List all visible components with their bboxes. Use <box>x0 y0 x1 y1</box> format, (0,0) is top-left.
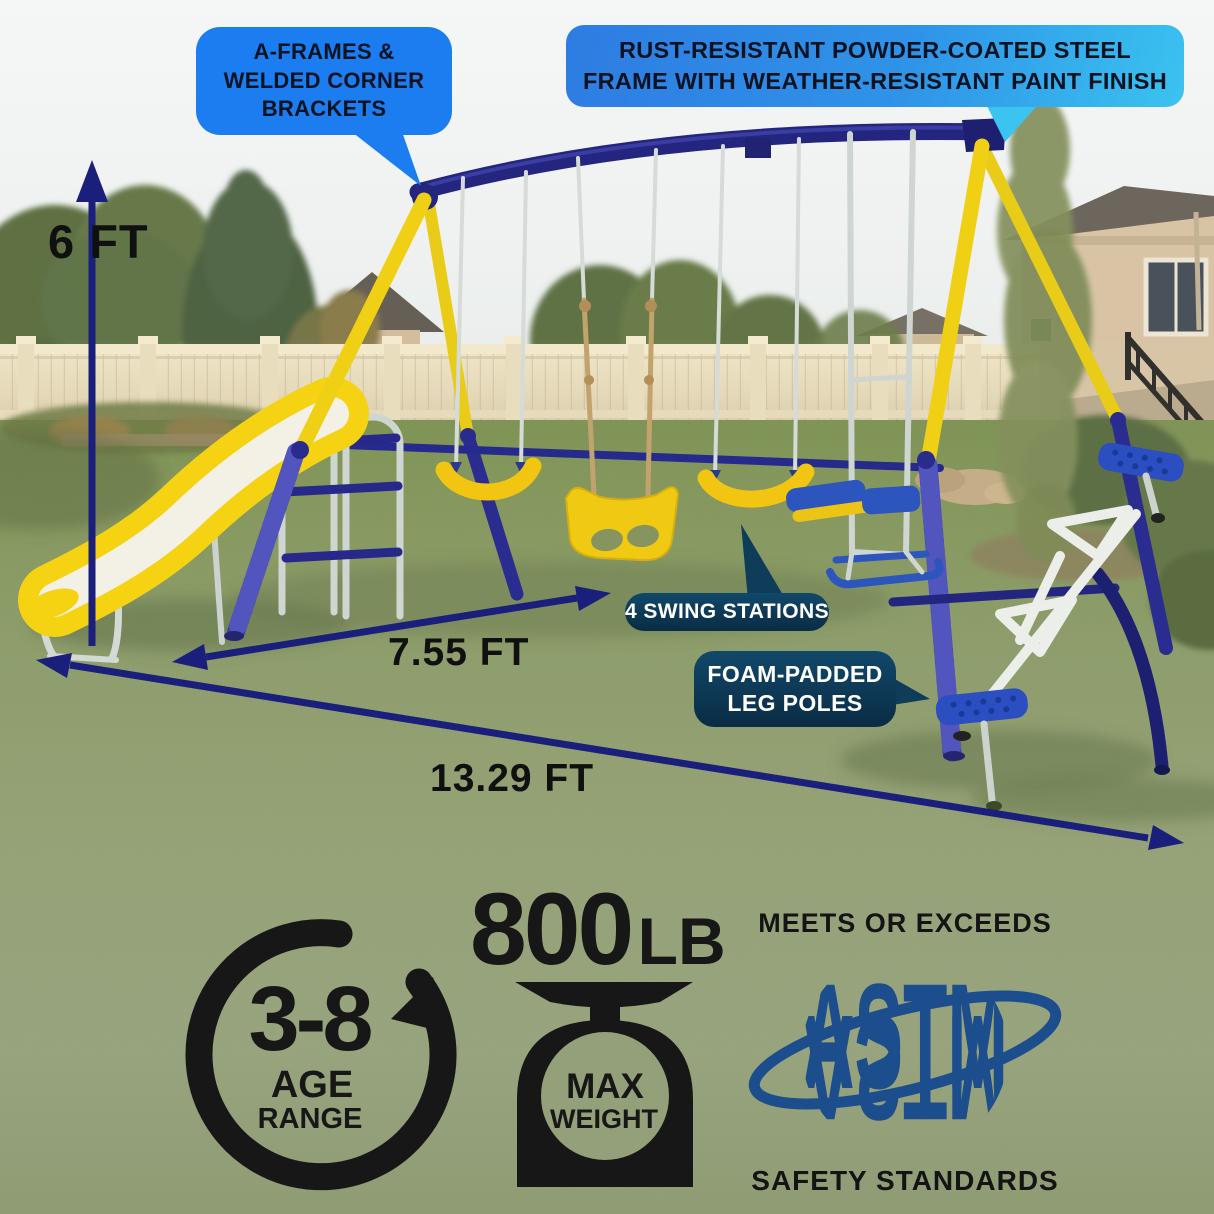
weight-word2: WEIGHT <box>550 1104 658 1134</box>
astm-safety-block: MEETS OR EXCEEDS ASTM ASTM SAFETY STANDA… <box>748 908 1062 1196</box>
top-beam <box>409 123 1001 201</box>
house-right <box>1004 186 1214 525</box>
fence <box>0 336 1040 426</box>
svg-text:800 LB: 800 LB <box>470 872 726 986</box>
right-back-leg <box>975 139 1125 427</box>
age-range-word2: RANGE <box>258 1103 363 1135</box>
total-length-arrow <box>69 661 1149 842</box>
age-range-value: 3-8 <box>249 968 372 1070</box>
svg-text:ASTM: ASTM <box>802 952 1008 1120</box>
callout-steel-frame: RUST-RESISTANT POWDER-COATED STEEL FRAME… <box>566 25 1184 107</box>
total-length-label: 13.29 FT <box>430 757 595 800</box>
trees-center <box>530 260 905 415</box>
callout-a-frames: A-FRAMES & WELDED CORNER BRACKETS <box>196 27 452 135</box>
swing-set <box>18 118 1184 811</box>
pill-swing-stations: 4 SWING STATIONS <box>625 593 829 631</box>
swing-bucket <box>564 148 680 562</box>
astm-globe-logo: ASTM ASTM <box>748 952 1062 1152</box>
ladder <box>278 410 404 620</box>
left-back-leg <box>422 192 474 442</box>
weight-unit: LB <box>638 904 726 978</box>
pill-tail-swing-stations <box>741 524 786 600</box>
swing-belt-1 <box>435 170 542 501</box>
meets-or-exceeds-label: MEETS OR EXCEEDS <box>758 908 1052 938</box>
dimension-arrows <box>36 160 1184 850</box>
pill-foam-padded: FOAM-PADDED LEG POLES <box>694 651 896 727</box>
plantings <box>0 95 1214 650</box>
glider <box>786 129 944 589</box>
callout-tail-a-frames <box>352 126 421 186</box>
age-range-icon: 3-8 AGE RANGE <box>185 919 457 1191</box>
poplar-tree <box>997 95 1092 562</box>
age-range-word1: AGE <box>271 1064 353 1106</box>
right-corner-bracket <box>962 118 1006 152</box>
height-label: 6 FT <box>48 215 149 268</box>
safety-standards-label: SAFETY STANDARDS <box>751 1165 1058 1196</box>
beam-span-label: 7.55 FT <box>388 631 530 674</box>
right-front-leg <box>920 138 990 470</box>
shadows <box>0 430 1214 822</box>
stair-railing <box>1125 332 1214 462</box>
weight-value: 800 <box>470 872 631 986</box>
grass <box>0 420 1214 1214</box>
left-corner-bracket <box>412 184 438 210</box>
crossbar <box>314 440 944 472</box>
svg-text:ASTM: ASTM <box>802 984 1008 1152</box>
left-front-leg <box>292 192 432 460</box>
weight-word1: MAX <box>566 1067 644 1106</box>
slide <box>18 377 369 664</box>
teeter-totter <box>888 442 1184 811</box>
swing-belt-2 <box>697 137 815 508</box>
houses-middle <box>578 300 988 362</box>
max-weight-icon: 800 LB MAX WEIGHT <box>470 872 726 1187</box>
